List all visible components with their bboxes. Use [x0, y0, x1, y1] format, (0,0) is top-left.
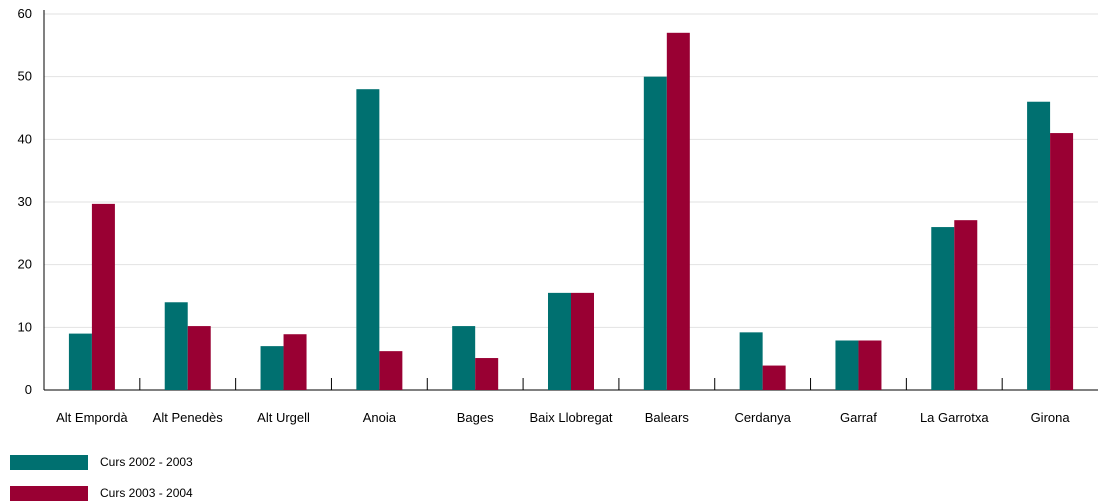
legend-item-series-2: Curs 2003 - 2004	[10, 483, 193, 502]
bar-series-2	[283, 334, 307, 390]
bar-series-2	[954, 220, 978, 390]
bar-series-2	[475, 358, 499, 390]
bar-series-1	[548, 292, 571, 390]
y-tick-label: 0	[25, 382, 32, 397]
bar-series-2	[1050, 133, 1074, 391]
bar-series-1	[260, 346, 284, 390]
bar-series-2	[187, 326, 211, 390]
legend-swatch-series-2	[10, 485, 88, 501]
x-tick-label: La Garrotxa	[920, 410, 989, 425]
bar-series-1	[452, 326, 476, 390]
x-tick-label: Bages	[457, 410, 494, 425]
x-tick-label: Cerdanya	[734, 410, 791, 425]
bar-series-1	[739, 332, 763, 390]
bar-series-1	[835, 340, 859, 390]
x-tick-label: Girona	[1031, 410, 1071, 425]
x-tick-label: Anoia	[363, 410, 397, 425]
bar-series-1	[164, 302, 188, 390]
bar-series-1	[931, 227, 955, 390]
legend-label-series-2: Curs 2003 - 2004	[100, 486, 193, 500]
legend: Curs 2002 - 2003 Curs 2003 - 2004	[10, 452, 193, 502]
x-tick-label: Baix Llobregat	[529, 410, 612, 425]
y-tick-label: 30	[18, 194, 32, 209]
y-tick-label: 20	[18, 257, 32, 272]
bar-series-1	[356, 89, 380, 390]
bar-series-2	[379, 351, 403, 390]
x-tick-label: Garraf	[840, 410, 877, 425]
y-tick-label: 60	[18, 6, 32, 21]
y-tick-label: 40	[18, 131, 32, 146]
bar-series-2	[666, 32, 690, 391]
bar-series-2	[571, 292, 594, 390]
bar-series-2	[91, 203, 115, 390]
bar-series-1	[68, 333, 92, 390]
x-tick-label: Alt Urgell	[257, 410, 310, 425]
y-tick-label: 10	[18, 319, 32, 334]
x-tick-label: Balears	[645, 410, 690, 425]
legend-label-series-1: Curs 2002 - 2003	[100, 455, 193, 469]
bar-series-2	[858, 340, 882, 390]
legend-swatch-series-1	[10, 454, 88, 470]
y-tick-label: 50	[18, 69, 32, 84]
bar-series-2	[762, 365, 786, 390]
x-tick-label: Alt Penedès	[153, 410, 224, 425]
legend-item-series-1: Curs 2002 - 2003	[10, 452, 193, 472]
bar-series-1	[1027, 101, 1051, 390]
bar-series-1	[643, 76, 667, 391]
x-tick-label: Alt Empordà	[56, 410, 128, 425]
